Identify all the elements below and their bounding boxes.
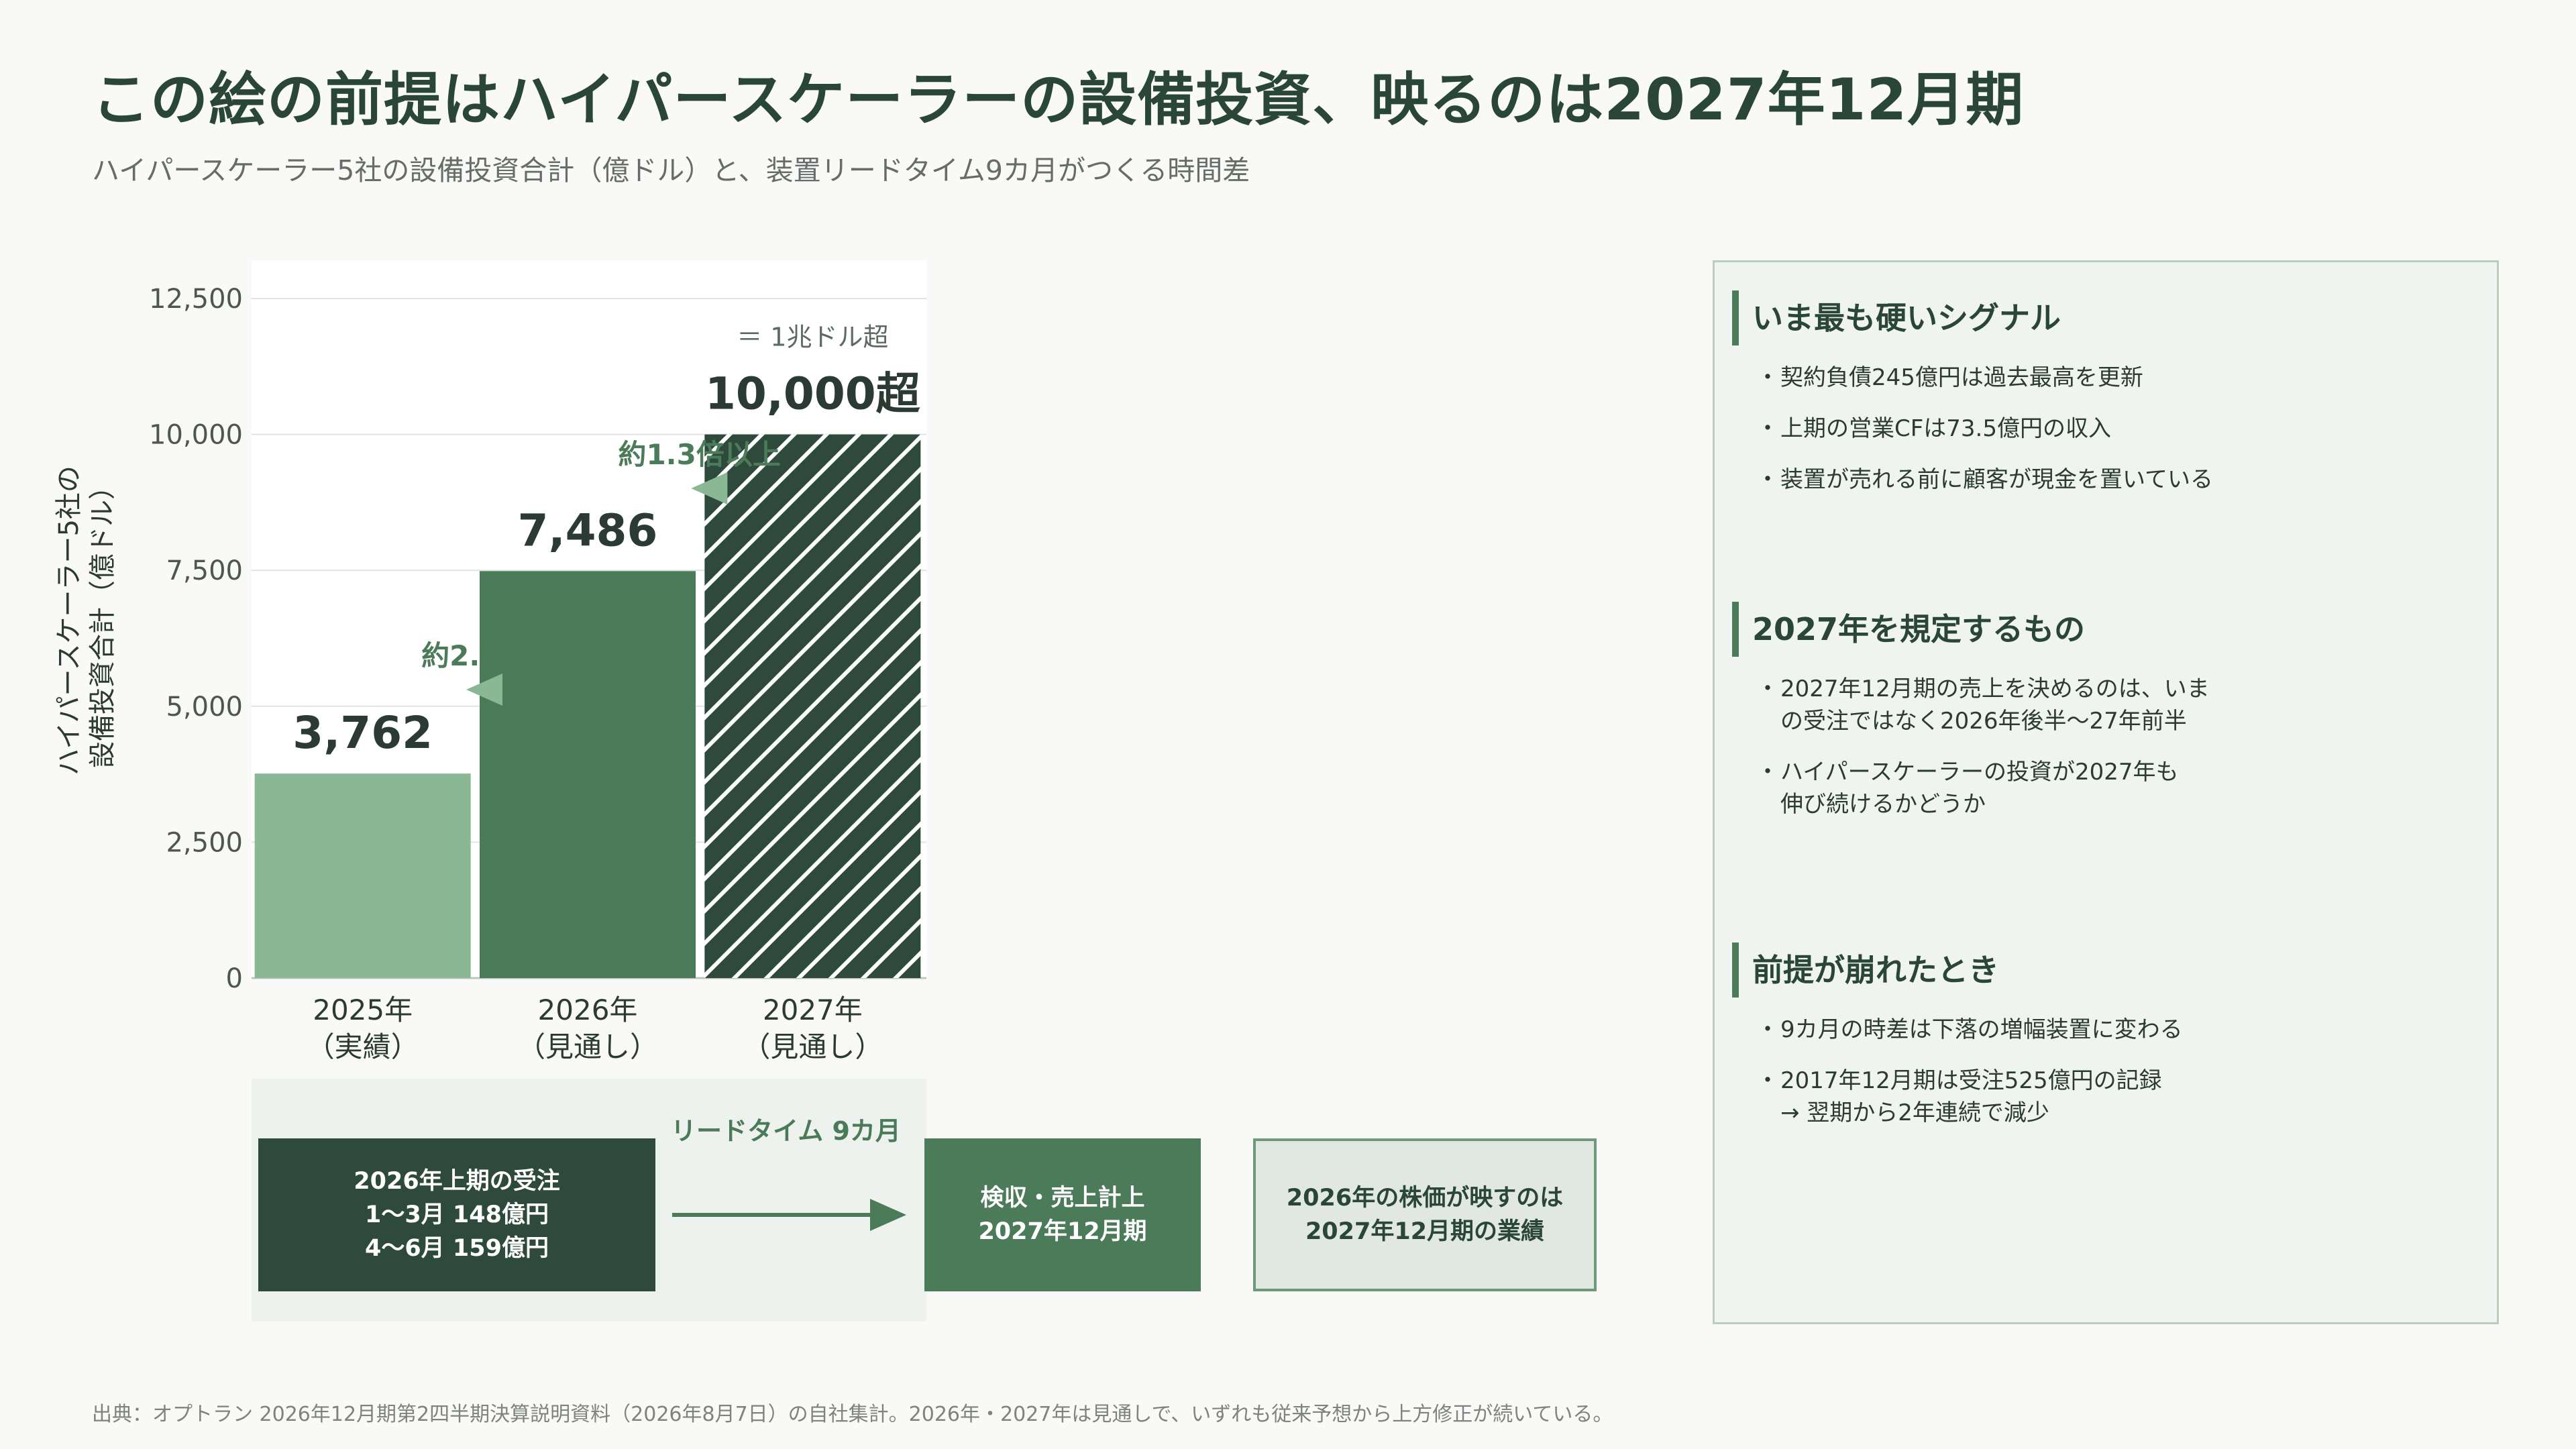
top-note: ＝ 1兆ドル超 [737, 323, 888, 352]
panel-item-line: 契約負債245億円は過去最高を更新 [1780, 364, 2143, 391]
flow-box-revenue-line: 検収・売上計上 [980, 1185, 1145, 1212]
panel-item-line: 9カ月の時差は下落の増幅装置に変わる [1780, 1016, 2183, 1043]
bar-0 [254, 773, 471, 978]
flow-box-orders-line: 1〜3月 148億円 [365, 1201, 549, 1228]
panel-item-line: → 翌期から2年連続で減少 [1780, 1099, 2049, 1126]
panel-section-title: いま最も硬いシグナル [1732, 290, 2483, 345]
panel-section-2027: 2027年を規定するもの 2027年12月期の売上を決めるのは、いま の受注では… [1732, 602, 2483, 839]
panel-item-line: 2027年12月期の売上を決めるのは、いま [1780, 676, 2210, 702]
panel-item-line: 伸び続けるかどうか [1780, 791, 1986, 818]
x-tick-label: 2027年 [763, 994, 863, 1026]
bar-value-label: 7,486 [518, 504, 658, 556]
panel-section-title: 2027年を規定するもの [1732, 602, 2483, 657]
flow-box-stock: 2026年の株価が映すのは 2027年12月期の業績 [1253, 1138, 1597, 1291]
y-axis-label-line: ハイパースケーラー5社の [54, 466, 85, 775]
panel-item-line: ハイパースケーラーの投資が2027年も [1780, 759, 2179, 786]
y-tick-label: 7,500 [166, 555, 243, 586]
insight-panel: いま最も硬いシグナル 契約負債245億円は過去最高を更新 上期の営業CFは73.… [1713, 260, 2499, 1324]
flow-box-stock-line: 2027年12月期の業績 [1305, 1218, 1545, 1245]
x-tick-sublabel: （見通し） [517, 1030, 658, 1063]
bar-value-label: 10,000超 [705, 368, 921, 420]
panel-item-line: の受注ではなく2026年後半〜27年前半 [1780, 708, 2187, 735]
bar-2 [704, 434, 921, 978]
panel-item: 9カ月の時差は下落の増幅装置に変わる [1756, 1014, 2483, 1046]
page-title: この絵の前提はハイパースケーラーの設備投資、映るのは2027年12月期 [92, 66, 2025, 133]
panel-item: 装置が売れる前に顧客が現金を置いている [1756, 464, 2483, 496]
y-tick-label: 12,500 [149, 284, 243, 315]
panel-item: 上期の営業CFは73.5億円の収入 [1756, 413, 2483, 445]
flow-box-revenue-line: 2027年12月期 [978, 1218, 1147, 1245]
growth-label: 約2.0倍 [421, 639, 527, 672]
flow-box-orders: 2026年上期の受注 1〜3月 148億円 4〜6月 159億円 [258, 1138, 655, 1291]
panel-item-line: 装置が売れる前に顧客が現金を置いている [1780, 466, 2213, 493]
flow-box-revenue: 検収・売上計上 2027年12月期 [924, 1138, 1201, 1291]
y-tick-label: 0 [226, 963, 243, 994]
y-tick-label: 2,500 [166, 827, 243, 858]
panel-section-signal: いま最も硬いシグナル 契約負債245億円は過去最高を更新 上期の営業CFは73.… [1732, 290, 2483, 515]
bar-1 [480, 571, 696, 978]
x-tick-sublabel: （実績） [307, 1030, 419, 1063]
panel-section-title: 前提が崩れたとき [1732, 943, 2483, 998]
panel-item: 契約負債245億円は過去最高を更新 [1756, 362, 2483, 394]
x-tick-sublabel: （見通し） [742, 1030, 883, 1063]
panel-item-line: 上期の営業CFは73.5億円の収入 [1780, 415, 2111, 442]
flow-box-stock-line: 2026年の株価が映すのは [1286, 1185, 1564, 1212]
capex-bar-chart: 0 2,500 5,000 7,500 10,000 12,500 3,762 7,486 1… [54, 284, 926, 1063]
source-note: 出典：オプトラン 2026年12月期第2四半期決算説明資料（2026年8月7日）… [92, 1403, 1613, 1426]
page-subtitle: ハイパースケーラー5社の設備投資合計（億ドル）と、装置リードタイム9カ月がつくる… [92, 154, 1250, 186]
y-tick-label: 5,000 [166, 692, 243, 722]
panel-item: 2027年12月期の売上を決めるのは、いま の受注ではなく2026年後半〜27年… [1756, 673, 2483, 737]
y-axis-title: ハイパースケーラー5社の 設備投資合計（億ドル） [54, 466, 118, 775]
panel-item: ハイパースケーラーの投資が2027年も 伸び続けるかどうか [1756, 756, 2483, 820]
panel-item: 2017年12月期は受注525億円の記録 → 翌期から2年連続で減少 [1756, 1065, 2483, 1129]
growth-label: 約1.3倍以上 [618, 438, 780, 471]
panel-item-line: 2017年12月期は受注525億円の記録 [1780, 1067, 2162, 1094]
y-axis-label-line: 設備投資合計（億ドル） [87, 473, 118, 768]
x-tick-label: 2026年 [538, 994, 638, 1026]
flow-box-orders-line: 2026年上期の受注 [354, 1168, 560, 1195]
y-tick-label: 10,000 [149, 420, 243, 451]
bar-value-label: 3,762 [292, 707, 433, 759]
flow-box-orders-line: 4〜6月 159億円 [365, 1235, 549, 1262]
lead-time-label: リードタイム 9カ月 [671, 1116, 901, 1146]
panel-section-risk: 前提が崩れたとき 9カ月の時差は下落の増幅装置に変わる 2017年12月期は受注… [1732, 943, 2483, 1148]
x-tick-label: 2025年 [313, 994, 413, 1026]
